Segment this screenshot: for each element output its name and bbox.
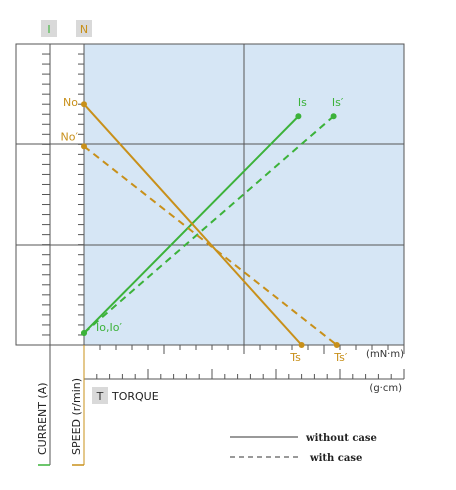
point-label: Ts′ — [333, 351, 348, 364]
point-label: Is — [298, 96, 307, 109]
point-label: No — [63, 96, 78, 109]
speed-badge — [76, 20, 92, 37]
current-badge-label: I — [47, 23, 50, 36]
series-layer: Io,Io′ Is Is′ No Ts No′ Ts′ — [61, 96, 348, 364]
speed-axis-ticks — [78, 53, 84, 336]
torque-badge-label: T — [96, 390, 104, 403]
current-axis-label: CURRENT (A) — [36, 382, 49, 455]
torque-axis-ticks — [96, 345, 405, 379]
current-badge — [41, 20, 57, 37]
point-label: Ts — [289, 351, 301, 364]
speed-point — [81, 101, 87, 108]
speed-point — [81, 143, 87, 150]
speed-line-with-case — [83, 145, 338, 346]
torque-badge — [92, 387, 108, 404]
speed-axis-label: SPEED (r/min) — [70, 378, 83, 455]
point-label: Is′ — [332, 96, 344, 109]
point-label: Io,Io′ — [96, 321, 122, 334]
torque-si-unit: (mN·m) — [366, 349, 404, 360]
point-label: No′ — [61, 130, 79, 143]
torque-cgs-unit: (g·cm) — [369, 383, 402, 394]
speed-point — [298, 342, 305, 348]
current-axis-ticks — [42, 53, 50, 336]
legend-without-case: without case — [305, 433, 377, 444]
speed-badge-label: N — [80, 23, 88, 36]
current-point — [81, 329, 87, 336]
current-point — [295, 113, 302, 120]
speed-point — [333, 342, 340, 348]
speed-line-without-case — [83, 103, 303, 346]
current-line-without-case — [83, 115, 300, 334]
torque-axis-label: TORQUE — [111, 390, 159, 403]
legend-with-case: with case — [309, 453, 362, 464]
current-point — [330, 113, 337, 120]
